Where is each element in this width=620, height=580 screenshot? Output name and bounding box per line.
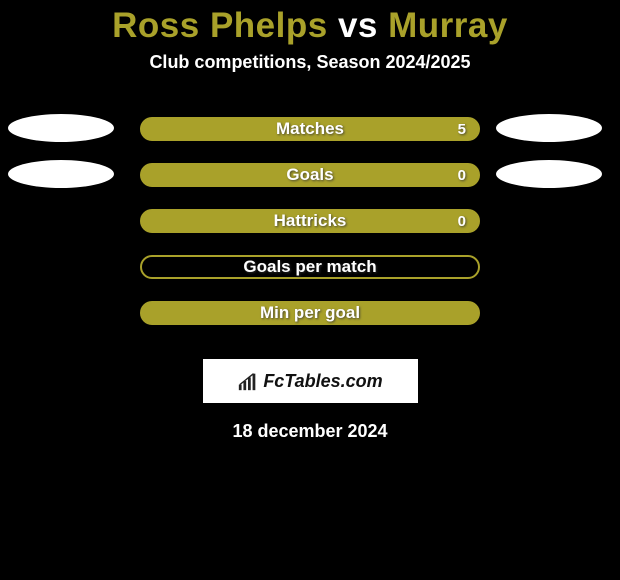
ellipse-left [8,114,114,142]
title-player1: Ross Phelps [112,6,328,45]
stat-label: Matches [276,119,344,139]
title-player2: Murray [388,6,508,45]
ellipse-left [8,160,114,188]
stat-bar: Goals 0 [140,163,480,187]
date-text: 18 december 2024 [0,421,620,442]
stat-label: Hattricks [274,211,347,231]
stat-bar: Goals per match [140,255,480,279]
stat-bar: Hattricks 0 [140,209,480,233]
stat-row: Hattricks 0 [0,209,620,255]
comparison-infographic: Ross Phelps vs Murray Club competitions,… [0,0,620,580]
page-title: Ross Phelps vs Murray [0,0,620,46]
stat-bar: Min per goal [140,301,480,325]
subtitle: Club competitions, Season 2024/2025 [0,52,620,73]
stat-label: Goals [286,165,333,185]
stat-label: Min per goal [260,303,360,323]
stat-row: Goals per match [0,255,620,301]
stat-rows: Matches 5 Goals 0 Hattricks 0 Goals per match M… [0,117,620,347]
stat-value: 5 [458,121,466,138]
stat-value: 0 [458,167,466,184]
stat-row: Min per goal [0,301,620,347]
stat-row: Matches 5 [0,117,620,163]
ellipse-right [496,160,602,188]
bar-chart-icon [237,370,259,392]
stat-value: 0 [458,213,466,230]
brand-text: FcTables.com [263,371,382,392]
stat-label: Goals per match [243,257,376,277]
stat-row: Goals 0 [0,163,620,209]
stat-bar: Matches 5 [140,117,480,141]
brand-box: FcTables.com [203,359,418,403]
ellipse-right [496,114,602,142]
title-vs: vs [338,6,378,45]
